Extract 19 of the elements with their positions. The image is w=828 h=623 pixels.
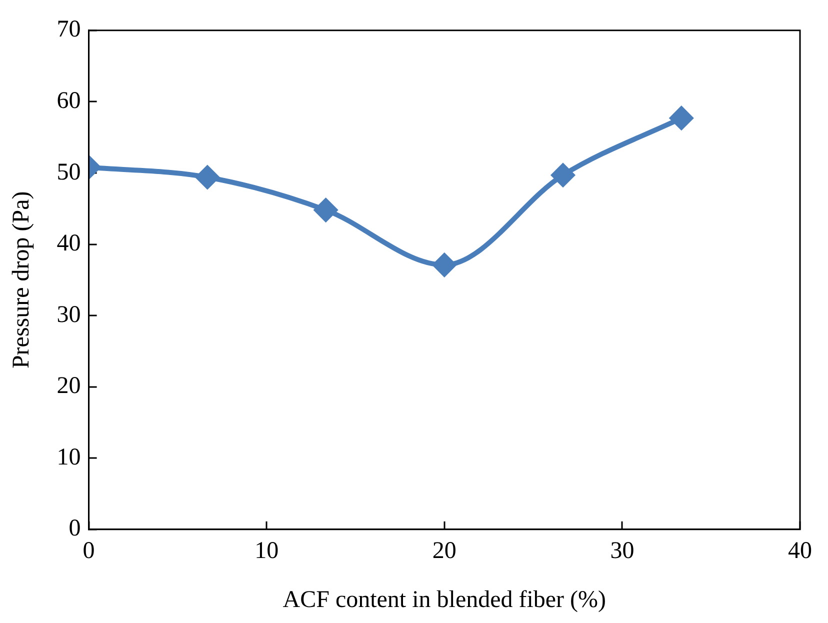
- y-tick-label: 20: [56, 373, 81, 400]
- y-tick-label: 50: [56, 159, 81, 186]
- point: [551, 164, 574, 187]
- x-tick-label: 30: [610, 538, 634, 564]
- y-tick-label: 70: [56, 16, 81, 43]
- x-tick-label: 40: [788, 538, 812, 564]
- y-tick-label: 0: [68, 516, 81, 542]
- point: [670, 106, 693, 130]
- point: [196, 166, 219, 189]
- y-tick-label: 10: [56, 444, 81, 470]
- x-tick-label: 10: [254, 538, 279, 564]
- point: [432, 253, 456, 276]
- y-tick-label: 60: [56, 88, 81, 114]
- y-tick-label: 30: [56, 302, 81, 328]
- point: [314, 198, 338, 222]
- x-axis-title: ACF content in blended fiber (%): [282, 586, 606, 613]
- x-tick-label: 20: [432, 538, 456, 564]
- y-axis-title: Pressure drop (Pa): [8, 191, 35, 369]
- y-tick-label: 40: [56, 230, 81, 257]
